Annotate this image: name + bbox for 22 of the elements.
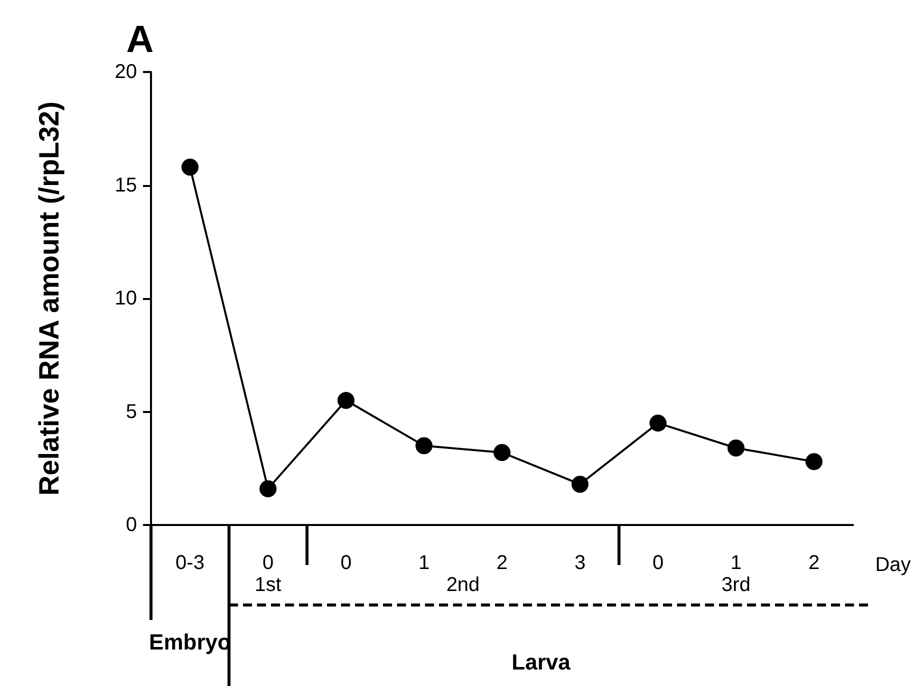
text: 3rd (722, 574, 750, 596)
x-tick-label: 0 (652, 552, 664, 574)
y-tick-label: 5 (126, 400, 137, 423)
y-tick-label: 20 (114, 61, 137, 83)
text: 2nd (446, 574, 480, 596)
text: Larva (512, 650, 572, 674)
y-tick-label: 10 (114, 288, 137, 310)
y-tick-label: 15 (114, 174, 137, 196)
x-tick-label: 0 (340, 552, 352, 574)
chart-title: A (126, 19, 154, 61)
y-axis-title: Relative RNA amount (/rpL32) (34, 101, 64, 496)
x-tick-label: 3 (574, 552, 586, 574)
x-tick-label: 0-3 (176, 552, 204, 574)
x-tick-label: 2 (808, 552, 820, 574)
y-tick-label: 0 (126, 514, 137, 536)
text: Embryo (149, 630, 231, 654)
x-tick-label: 0 (262, 552, 274, 574)
x-tick-label: 1 (418, 552, 430, 574)
x-tick-label: 2 (496, 552, 508, 574)
x-axis-title: Day (875, 554, 911, 576)
x-tick-label: 1 (730, 552, 742, 574)
text: 1st (254, 574, 282, 596)
